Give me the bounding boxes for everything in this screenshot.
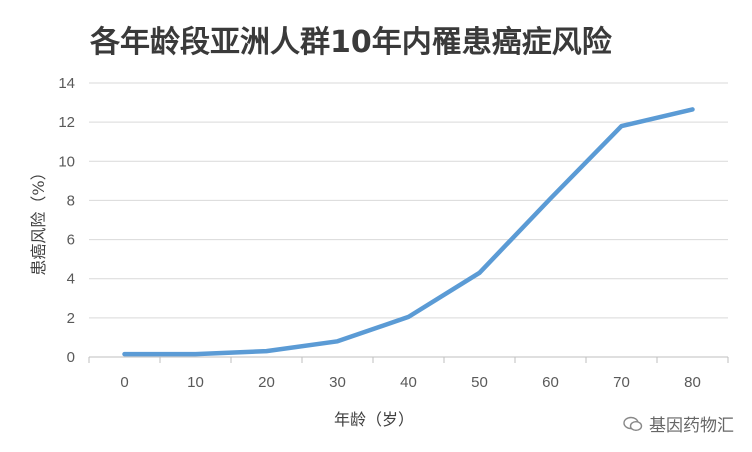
x-tick-label: 50: [471, 374, 488, 391]
y-tick-label: 10: [58, 153, 75, 170]
y-axis-label: 患癌风险（%）: [29, 164, 48, 275]
x-axis-label: 年龄（岁）: [334, 410, 414, 429]
x-tick-label: 0: [120, 374, 128, 391]
chart-title: 各年龄段亚洲人群10年内罹患癌症风险: [89, 25, 613, 60]
risk-series-line: [122, 107, 695, 357]
x-tick-label: 10: [187, 374, 204, 391]
gridlines: [89, 82, 728, 358]
x-tick-label: 30: [329, 374, 346, 391]
y-tick-label: 8: [67, 192, 75, 209]
x-tick-label: 80: [684, 374, 701, 391]
y-tick-label: 12: [58, 114, 75, 131]
x-tick-label: 20: [258, 374, 275, 391]
wechat-bubble-icon: [623, 416, 643, 431]
y-tick-label: 0: [67, 349, 75, 366]
watermark: 基因药物汇: [623, 411, 734, 436]
y-tick-label: 4: [67, 271, 75, 288]
x-tick-label: 70: [613, 374, 630, 391]
watermark-text: 基因药物汇: [649, 416, 734, 436]
y-tick-labels: 0 2 4 6 8 10 12 14: [58, 75, 75, 366]
y-tick-label: 2: [67, 310, 75, 327]
x-tick-label: 40: [400, 374, 417, 391]
x-tick-label: 60: [542, 374, 559, 391]
x-tick-marks: [88, 357, 729, 363]
y-tick-label: 6: [67, 232, 75, 249]
x-tick-labels: 0 10 20 30 40 50 60 70 80: [120, 374, 701, 391]
y-tick-label: 14: [58, 75, 75, 92]
